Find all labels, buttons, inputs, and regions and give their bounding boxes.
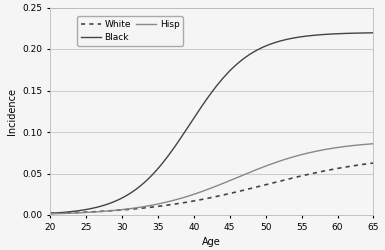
X-axis label: Age: Age xyxy=(203,237,221,247)
Y-axis label: Incidence: Incidence xyxy=(7,88,17,135)
Legend: White, Black, Hisp: White, Black, Hisp xyxy=(77,16,183,46)
